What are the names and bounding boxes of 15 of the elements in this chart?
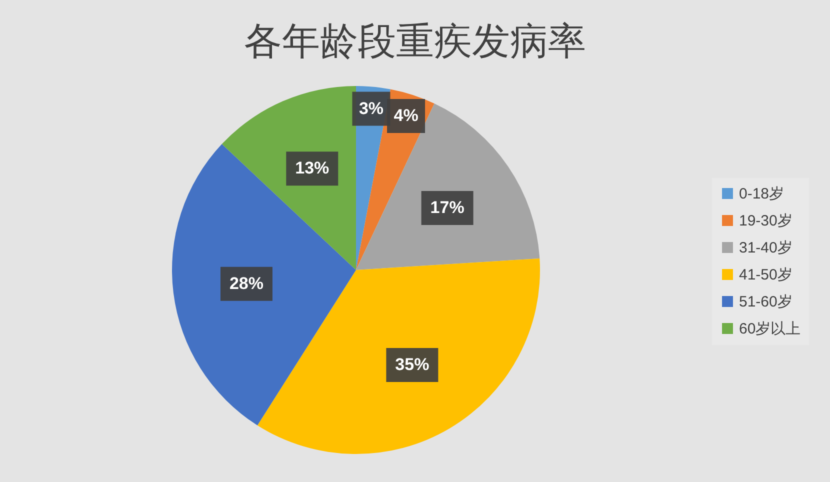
data-label: 35% (395, 355, 430, 374)
data-label: 28% (229, 274, 264, 293)
legend-label: 41-50岁 (739, 266, 792, 284)
legend-label: 60岁以上 (739, 320, 801, 338)
legend-label: 19-30岁 (739, 212, 792, 230)
pie-slice (356, 104, 540, 270)
legend-label: 31-40岁 (739, 240, 792, 256)
chart-title: 各年龄段重疾发病率 (244, 21, 586, 63)
legend-label: 0-18岁 (739, 186, 784, 202)
data-label: 4% (394, 106, 418, 126)
data-label: 13% (295, 158, 330, 178)
pie-slice (172, 144, 356, 426)
data-label: 3% (358, 98, 384, 118)
data-label: 17% (430, 198, 464, 217)
legend-label: 51-60岁 (739, 294, 792, 310)
